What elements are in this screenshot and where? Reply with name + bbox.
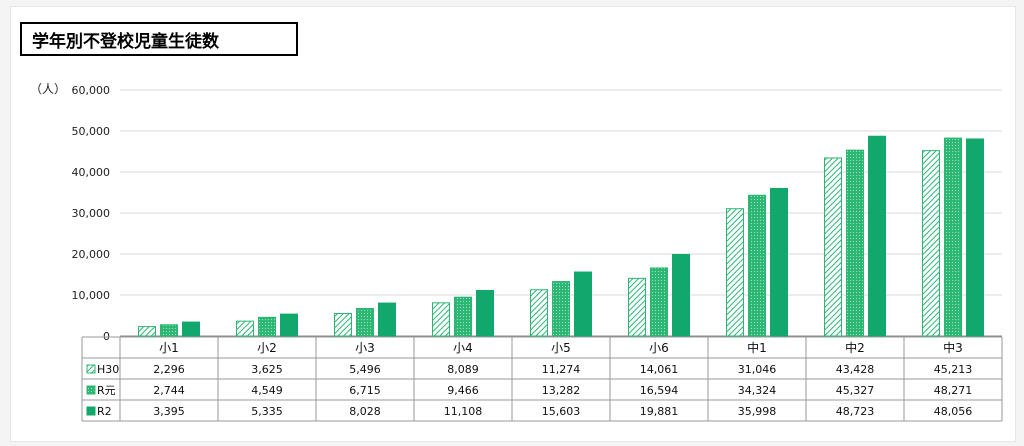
y-tick-label: 60,000 — [72, 84, 111, 97]
bar-R元-中2 — [846, 149, 864, 337]
data-label: 48,271 — [934, 384, 973, 397]
y-axis-unit: （人） — [30, 82, 66, 96]
data-label: 8,089 — [447, 363, 479, 376]
bar-R2-小6 — [672, 253, 690, 337]
legend-label-R2: R2 — [97, 405, 112, 418]
data-label: 6,715 — [349, 384, 381, 397]
bar-R元-中3 — [944, 137, 962, 337]
category-label: 小1 — [159, 341, 179, 355]
data-label: 3,395 — [153, 405, 185, 418]
bar-R2-中2 — [868, 135, 886, 337]
category-label: 中3 — [943, 340, 963, 355]
data-label: 11,108 — [444, 405, 483, 418]
bar-R2-小3 — [378, 302, 396, 337]
data-label: 5,496 — [349, 363, 381, 376]
bar-R元-小4 — [454, 296, 472, 337]
bar-R2-小5 — [574, 271, 592, 337]
category-label: 小6 — [649, 341, 669, 355]
bar-R元-小6 — [650, 267, 668, 337]
data-label: 35,998 — [738, 405, 777, 418]
data-label: 2,296 — [153, 363, 185, 376]
y-tick-label: 30,000 — [72, 207, 111, 220]
bar-H30-中1 — [726, 208, 744, 337]
data-label: 48,723 — [836, 405, 875, 418]
category-label: 小2 — [257, 341, 277, 355]
legend-swatch-R2 — [86, 406, 96, 416]
data-label: 9,466 — [447, 384, 479, 397]
y-tick-label: 40,000 — [72, 166, 111, 179]
bar-H30-中2 — [824, 157, 842, 337]
data-label: 16,594 — [640, 384, 679, 397]
category-label: 小4 — [453, 341, 473, 355]
bar-R2-中1 — [770, 187, 788, 337]
data-label: 19,881 — [640, 405, 679, 418]
y-tick-label: 50,000 — [72, 125, 111, 138]
data-label: 2,744 — [153, 384, 185, 397]
bar-R元-中1 — [748, 194, 766, 337]
bar-R元-小5 — [552, 281, 570, 337]
data-label: 4,549 — [251, 384, 283, 397]
data-label: 3,625 — [251, 363, 283, 376]
bar-H30-小2 — [236, 320, 254, 337]
data-label: 31,046 — [738, 363, 777, 376]
chart-title: 学年別不登校児童生徒数 — [20, 22, 298, 56]
legend-label-R元: R元 — [97, 384, 116, 397]
bar-H30-小6 — [628, 277, 646, 337]
data-label: 45,327 — [836, 384, 875, 397]
data-label: 43,428 — [836, 363, 875, 376]
category-label: 中2 — [845, 340, 865, 355]
category-label: 小3 — [355, 341, 375, 355]
bar-R元-小3 — [356, 307, 374, 337]
data-label: 11,274 — [542, 363, 581, 376]
bar-R2-小2 — [280, 313, 298, 337]
bar-R2-中3 — [966, 138, 984, 337]
data-label: 5,335 — [251, 405, 283, 418]
legend-label-H30: H30 — [97, 363, 119, 376]
data-label: 15,603 — [542, 405, 581, 418]
data-label: 45,213 — [934, 363, 973, 376]
bar-R元-小2 — [258, 316, 276, 337]
legend-swatch-H30 — [86, 364, 96, 374]
data-label: 14,061 — [640, 363, 679, 376]
category-label: 小5 — [551, 341, 571, 355]
bar-R2-小4 — [476, 289, 494, 337]
data-label: 48,056 — [934, 405, 973, 418]
bar-H30-中3 — [922, 150, 940, 337]
data-label: 8,028 — [349, 405, 381, 418]
bar-R2-小1 — [182, 321, 200, 337]
bar-H30-小3 — [334, 312, 352, 337]
category-label: 中1 — [747, 340, 767, 355]
data-label: 13,282 — [542, 384, 581, 397]
bar-H30-小4 — [432, 302, 450, 337]
legend-swatch-R元 — [86, 385, 96, 395]
bar-H30-小1 — [138, 326, 156, 337]
data-label: 34,324 — [738, 384, 777, 397]
bar-R元-小1 — [160, 324, 178, 337]
bar-H30-小5 — [530, 289, 548, 337]
y-tick-label: 20,000 — [72, 248, 111, 261]
y-tick-label: 10,000 — [72, 289, 111, 302]
